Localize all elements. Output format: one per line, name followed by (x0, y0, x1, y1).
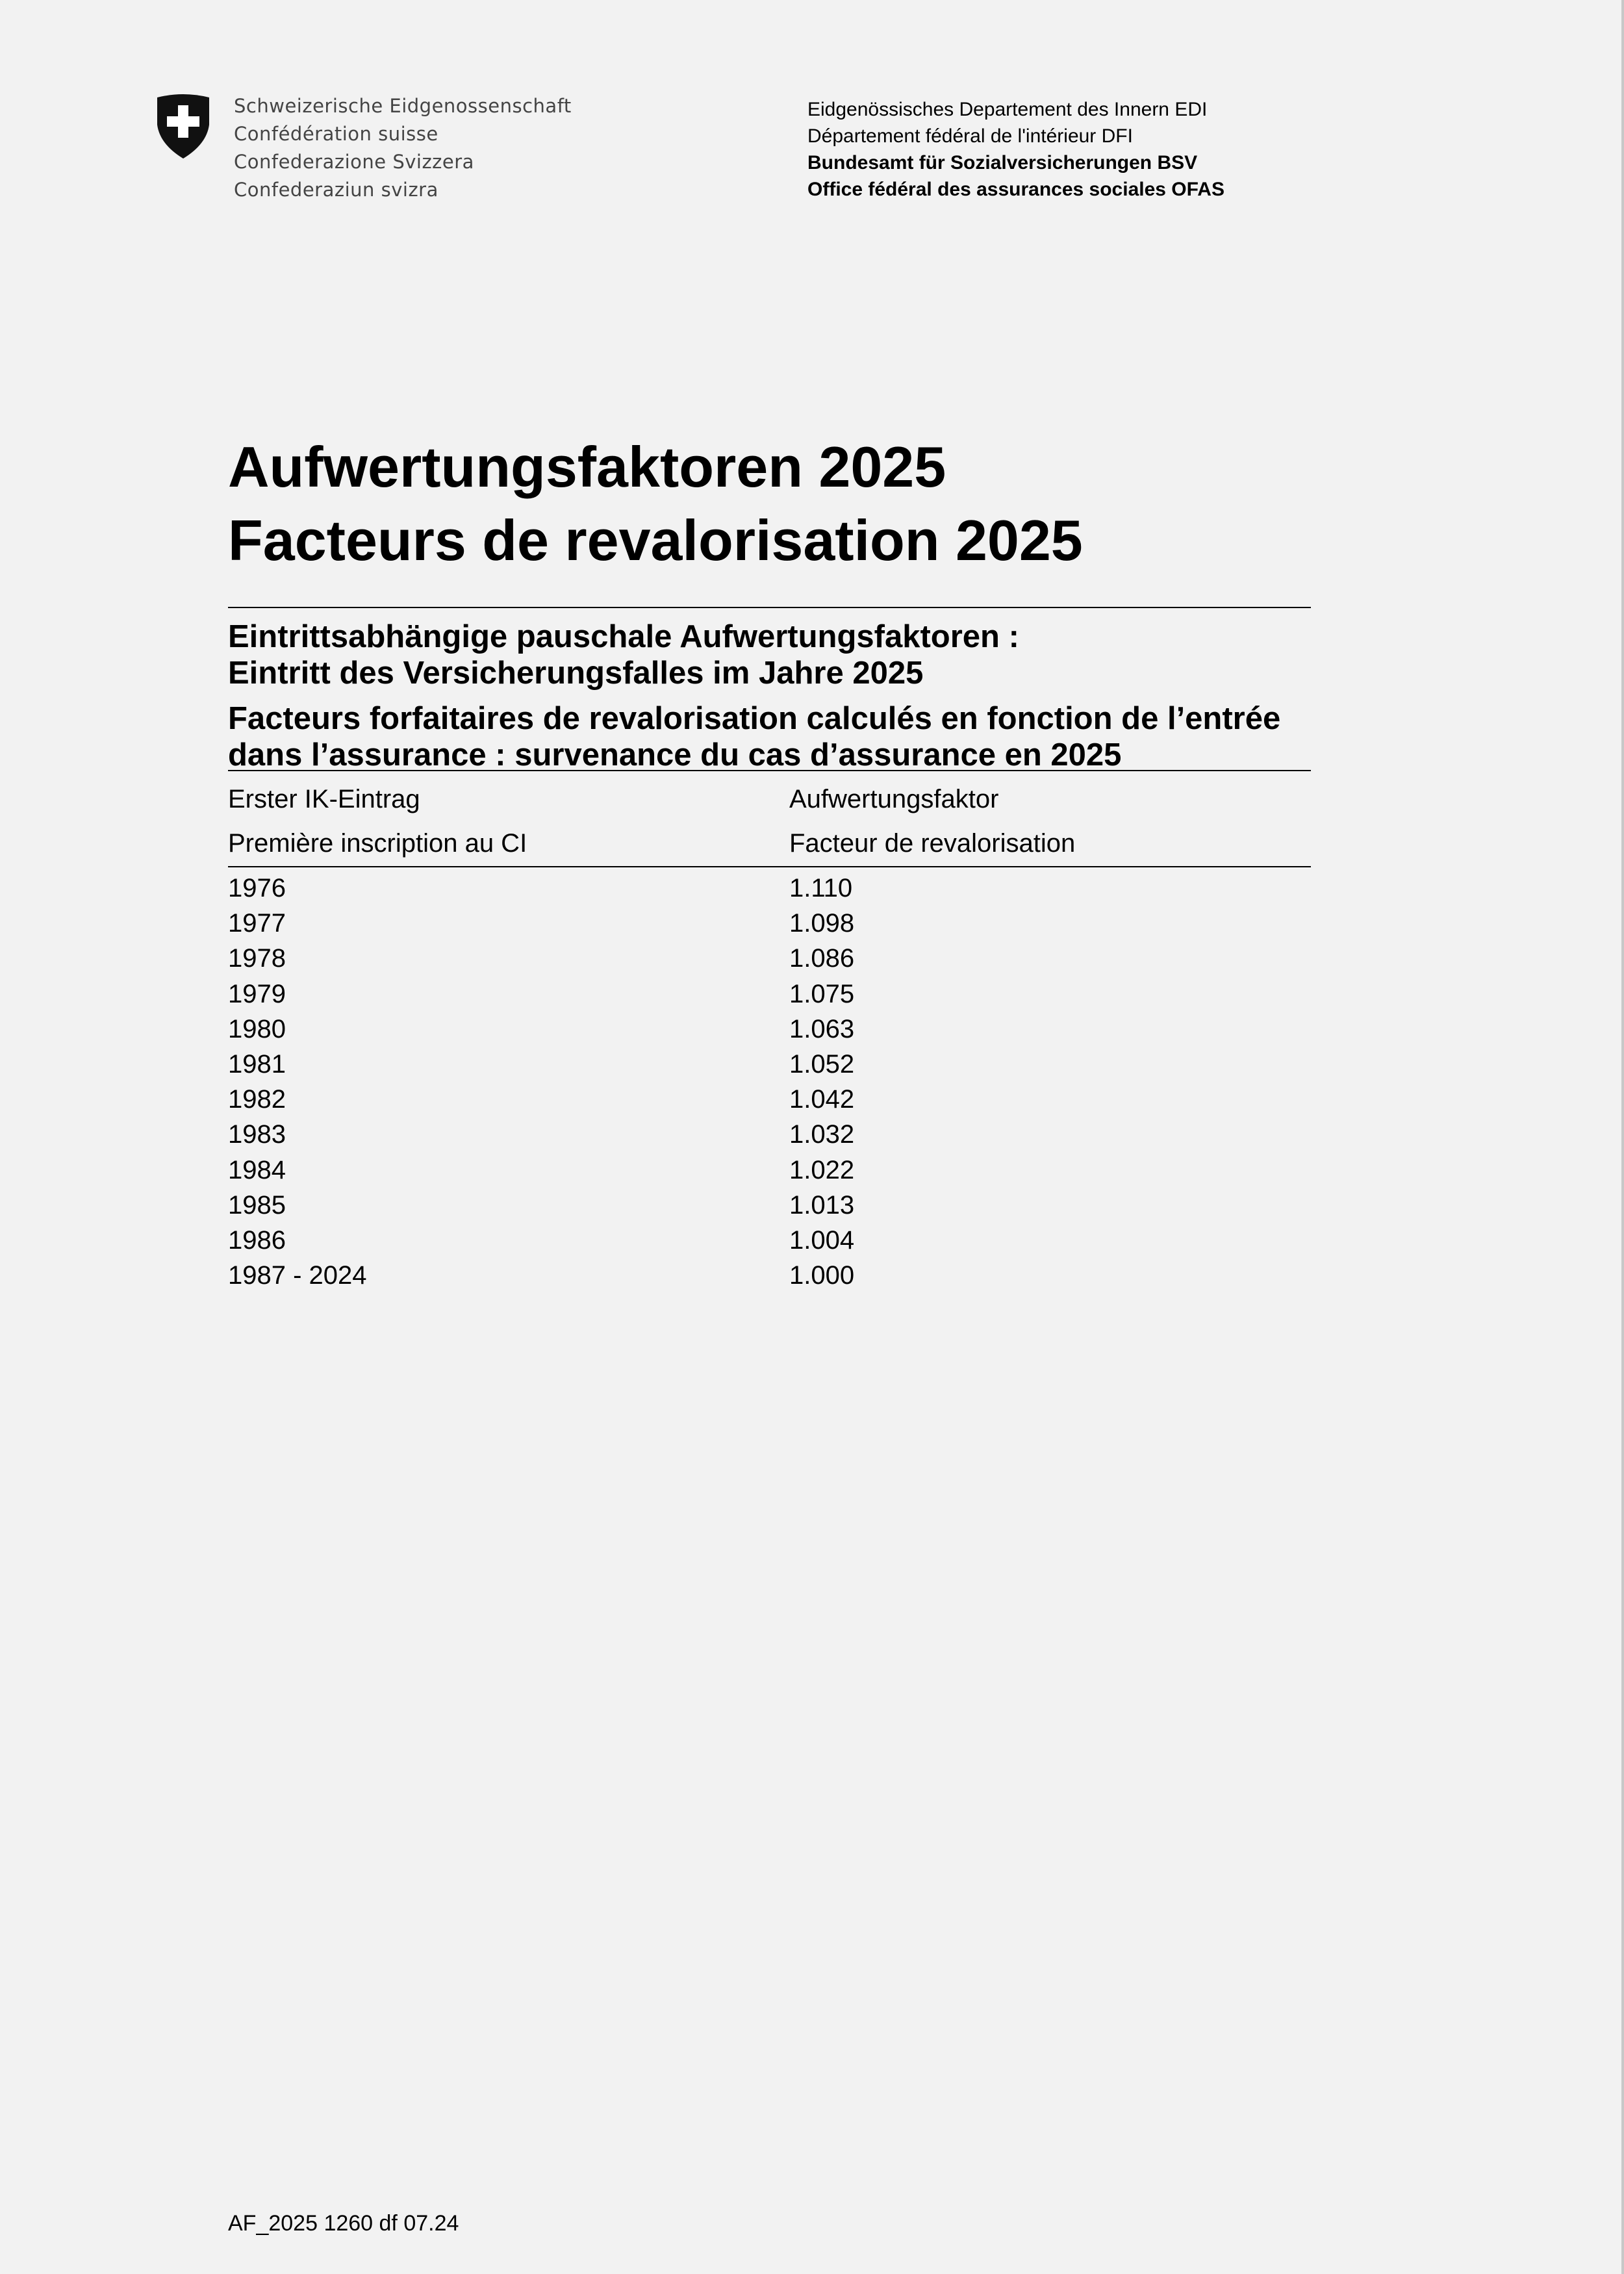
federation-name-it: Confederazione Svizzera (234, 151, 474, 173)
subtitle-de-line: Eintritt des Versicherungsfalles im Jahr… (228, 656, 924, 691)
federation-names: Schweizerische Eidgenossenschaft Confédé… (234, 92, 572, 204)
column-header-factor: Aufwertungsfaktor Facteur de revalorisat… (789, 777, 1075, 865)
table-row: 1979 1.075 (228, 977, 1311, 1012)
page-edge (1621, 0, 1624, 2274)
table-row: 1981 1.052 (228, 1047, 1311, 1082)
office-fr: Office fédéral des assurances sociales O… (807, 179, 1224, 200)
subtitle-fr-line: Facteurs forfaitaires de revalorisation … (228, 701, 1281, 736)
table-row: 1984 1.022 (228, 1153, 1311, 1188)
office-de: Bundesamt für Sozialversicherungen BSV (807, 152, 1198, 173)
factor-cell: 1.110 (789, 874, 853, 902)
column-header-de: Erster IK-Eintrag (228, 785, 420, 813)
factor-cell: 1.042 (789, 1085, 855, 1114)
year-cell: 1980 (228, 1014, 286, 1043)
page-title: Aufwertungsfaktoren 2025 Facteurs de rev… (228, 430, 1083, 577)
factor-cell: 1.004 (789, 1226, 855, 1255)
federation-name-de: Schweizerische Eidgenossenschaft (234, 95, 572, 117)
factor-cell: 1.052 (789, 1050, 855, 1079)
year-cell: 1985 (228, 1190, 286, 1220)
column-header-year: Erster IK-Eintrag Première inscription a… (228, 777, 527, 865)
table-row: 1977 1.098 (228, 906, 1311, 941)
divider (228, 607, 1311, 608)
department-block: Eidgenössisches Departement des Innern E… (807, 96, 1224, 203)
swiss-cross-shield-icon (157, 94, 209, 159)
subtitle-de-line: Eintrittsabhängige pauschale Aufwertungs… (228, 619, 1019, 654)
federation-name-rm: Confederaziun svizra (234, 179, 438, 201)
department-de: Eidgenössisches Departement des Innern E… (807, 99, 1208, 120)
table-row: 1985 1.013 (228, 1188, 1311, 1223)
factor-cell: 1.086 (789, 944, 855, 973)
year-cell: 1986 (228, 1226, 286, 1255)
table-row: 1980 1.063 (228, 1012, 1311, 1047)
year-cell: 1984 (228, 1155, 286, 1184)
title-de: Aufwertungsfaktoren 2025 (228, 435, 946, 499)
column-header-de: Aufwertungsfaktor (789, 785, 999, 813)
factor-cell: 1.098 (789, 909, 855, 938)
column-header-fr: Première inscription au CI (228, 829, 527, 858)
table-row: 1987 - 2024 1.000 (228, 1258, 1311, 1293)
table-row: 1976 1.110 (228, 871, 1311, 906)
year-cell: 1982 (228, 1085, 286, 1114)
factor-cell: 1.075 (789, 979, 855, 1008)
factor-cell: 1.032 (789, 1120, 855, 1149)
table-row: 1978 1.086 (228, 941, 1311, 976)
column-header-fr: Facteur de revalorisation (789, 829, 1076, 858)
federation-name-fr: Confédération suisse (234, 123, 438, 145)
subtitle-de: Eintrittsabhängige pauschale Aufwertungs… (228, 619, 1019, 691)
year-cell: 1981 (228, 1050, 286, 1079)
table-row: 1983 1.032 (228, 1117, 1311, 1152)
year-cell: 1977 (228, 909, 286, 938)
subtitle-fr: Facteurs forfaitaires de revalorisation … (228, 700, 1280, 773)
year-cell: 1979 (228, 979, 286, 1008)
factor-cell: 1.063 (789, 1014, 855, 1043)
factor-cell: 1.013 (789, 1190, 855, 1220)
factor-cell: 1.000 (789, 1261, 855, 1290)
divider (228, 866, 1311, 867)
subtitle-fr-line: dans l’assurance : survenance du cas d’a… (228, 737, 1122, 773)
year-cell: 1987 - 2024 (228, 1261, 367, 1290)
year-cell: 1976 (228, 874, 286, 902)
department-fr: Département fédéral de l'intérieur DFI (807, 125, 1133, 147)
table-row: 1986 1.004 (228, 1223, 1311, 1258)
year-cell: 1978 (228, 944, 286, 973)
table-row: 1982 1.042 (228, 1082, 1311, 1117)
year-cell: 1983 (228, 1120, 286, 1149)
factor-cell: 1.022 (789, 1155, 855, 1184)
document-reference: AF_2025 1260 df 07.24 (228, 2211, 459, 2236)
title-fr: Facteurs de revalorisation 2025 (228, 508, 1083, 572)
divider (228, 770, 1311, 771)
